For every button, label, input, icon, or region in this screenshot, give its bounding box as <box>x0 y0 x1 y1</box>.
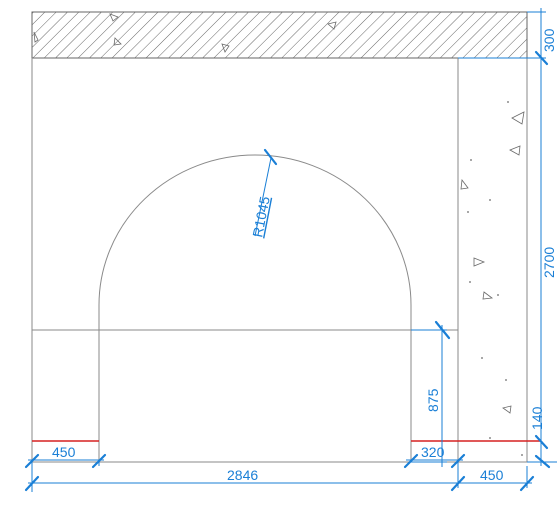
floor-step-label: 140 <box>529 406 545 430</box>
top-slab-label: 300 <box>541 28 557 52</box>
right-jamb-label: 320 <box>421 444 445 460</box>
arch-curve <box>98 154 412 306</box>
right-vertical-dimensions: 300 2700 140 <box>458 8 557 469</box>
column-height-label: 2700 <box>541 247 557 278</box>
column-width-label: 450 <box>480 467 504 483</box>
radius-label: R1045 <box>249 195 273 239</box>
opening-width-label: 2846 <box>227 467 258 483</box>
radius-dimension: R1045 <box>249 148 278 239</box>
bottom-dimensions-row2: 2846 450 <box>24 462 535 492</box>
jamb-height-label: 875 <box>425 388 441 412</box>
slab-aggregate-marks <box>33 13 337 53</box>
jamb-height-dimension: 875 <box>411 320 451 467</box>
top-slab-hatch <box>31 11 528 59</box>
left-jamb-label: 450 <box>52 444 76 460</box>
bottom-dimensions-row1: 450 320 <box>24 444 466 492</box>
column-aggregate-marks <box>460 101 525 456</box>
